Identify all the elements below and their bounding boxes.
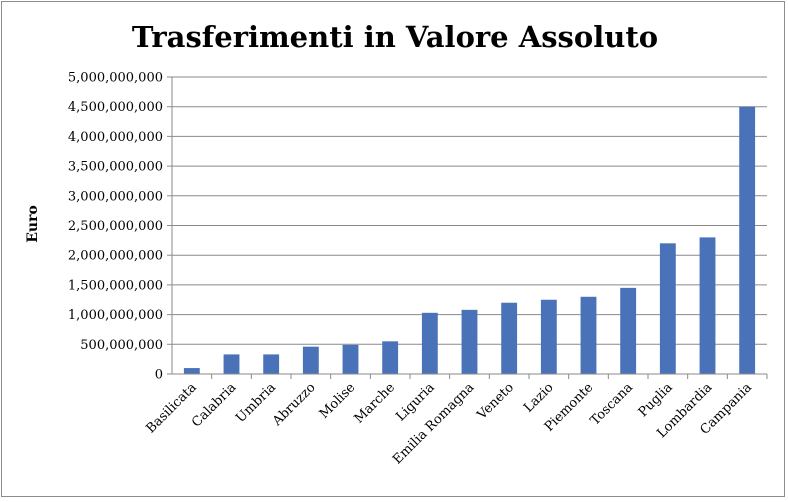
x-tick-label: Calabria [189,380,239,430]
y-tick-labels: 0 500,000,000 1,000,000,000 1,500,000,000 2,… [68,71,163,383]
bar-piemonte [580,296,597,374]
x-tick-label: Marche [352,380,399,427]
bar-basilicata [183,368,200,374]
gridlines [167,76,768,379]
bar-umbria [263,354,280,374]
x-tick-label: Basilicata [143,380,199,436]
axes [171,77,767,375]
bar-toscana [620,287,637,374]
chart-title: Trasferimenti in Valore Assoluto [132,20,658,54]
y-axis-label: Euro [25,205,41,243]
bar-puglia [659,243,676,374]
y-tick-label: 2,500,000,000 [68,219,163,234]
bar-emilia-romagna [461,309,478,374]
bar-lombardia [699,237,716,374]
y-tick-label: 4,000,000,000 [68,130,163,145]
bar-campania [739,106,756,374]
y-tick-label: 3,500,000,000 [68,160,163,175]
x-tick-label: Abruzzo [269,380,318,429]
y-tick-label: 3,000,000,000 [68,189,163,204]
bar-marche [382,341,399,374]
y-tick-label: 1,000,000,000 [68,308,163,323]
y-tick-label: 4,500,000,000 [68,100,163,115]
bar-abruzzo [302,346,319,374]
x-tick-label: Lazio [521,380,557,416]
x-tick-labels: BasilicataCalabriaUmbriaAbruzzoMoliseMar… [143,380,755,467]
y-tick-label: 2,000,000,000 [68,249,163,264]
y-tick-label: 5,000,000,000 [68,71,163,86]
y-tick-label: 0 [155,368,163,383]
bars [183,106,756,374]
bar-calabria [223,354,240,374]
x-tick-label: Veneto [474,380,517,423]
bar-veneto [501,302,518,374]
y-tick-label: 1,500,000,000 [68,278,163,293]
bar-lazio [540,299,557,374]
bar-liguria [421,312,438,374]
x-tick-label: Toscana [588,380,636,428]
bar-molise [342,344,359,374]
y-tick-label: 500,000,000 [80,338,163,353]
